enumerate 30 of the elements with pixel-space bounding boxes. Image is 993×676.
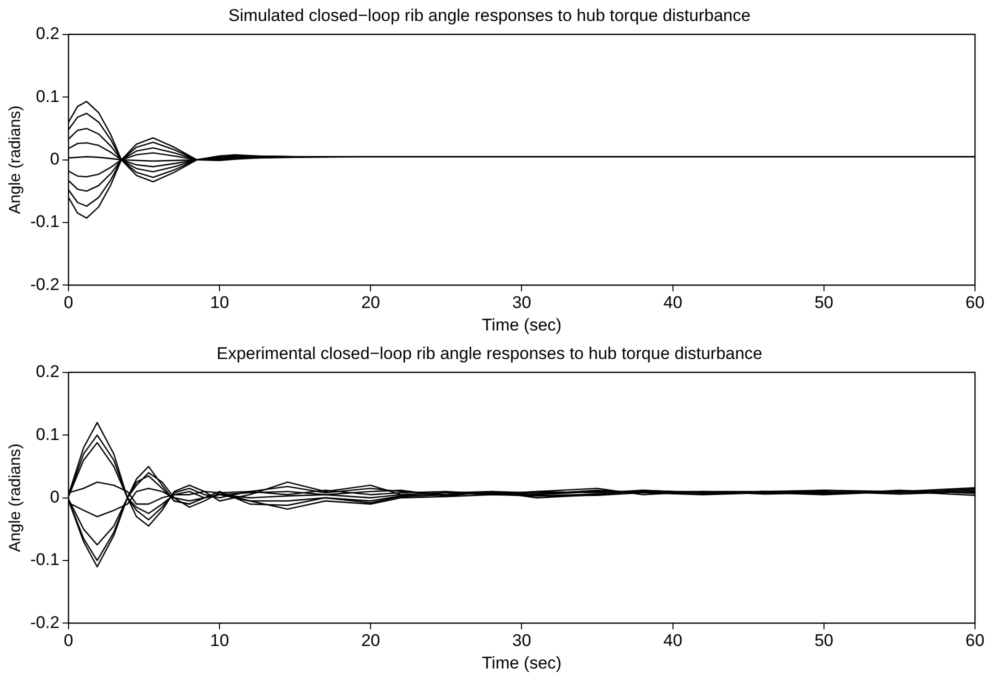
chart-title: Experimental closed−loop rib angle responses to hub torque disturbance [216,344,762,363]
y-tick-label: 0.1 [36,424,60,444]
x-tick-label: 10 [210,631,230,650]
x-tick-label: 60 [966,631,984,650]
x-axis-title: Time (sec) [482,653,562,672]
y-tick-label: 0 [50,149,60,168]
y-tick-label: -0.2 [30,274,60,294]
y-tick-label: 0.2 [36,362,60,382]
x-tick-label: 0 [64,293,74,312]
x-tick-label: 20 [361,293,380,312]
x-tick-label: 50 [814,631,834,650]
x-tick-label: 10 [210,293,230,312]
y-tick-label: 0.1 [36,86,60,106]
y-tick-label: 0.2 [36,24,60,44]
y-tick-label: -0.1 [30,212,60,232]
x-tick-label: 40 [663,293,682,312]
y-axis-title: Angle (radians) [7,106,24,214]
x-tick-label: 20 [361,631,380,650]
x-tick-label: 0 [64,631,74,650]
y-tick-label: 0 [50,487,60,506]
x-tick-label: 40 [663,631,682,650]
x-tick-label: 30 [512,293,532,312]
y-axis-title: Angle (radians) [7,444,24,552]
y-tick-label: -0.2 [30,612,60,632]
x-tick-label: 50 [814,293,834,312]
y-tick-label: -0.1 [30,550,60,570]
x-tick-label: 30 [512,631,532,650]
x-axis-title: Time (sec) [482,315,562,334]
x-tick-label: 60 [966,293,984,312]
chart-title: Simulated closed−loop rib angle responses to hub torque disturbance [228,6,751,25]
